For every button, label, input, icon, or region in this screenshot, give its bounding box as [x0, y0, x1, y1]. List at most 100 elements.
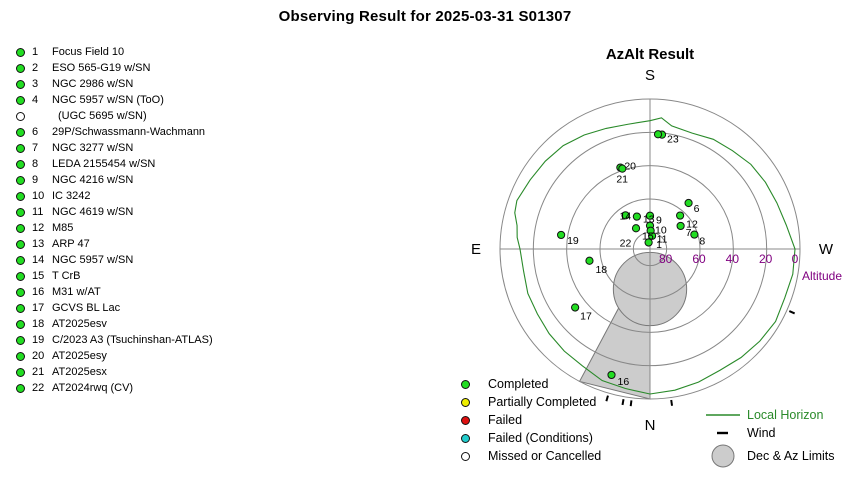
target-name: NGC 4216 w/SN [52, 174, 134, 186]
target-name: NGC 5957 w/SN [52, 254, 134, 266]
status-dot-icon [16, 319, 25, 329]
target-name: NGC 4619 w/SN [52, 206, 134, 218]
limit-circle-icon [706, 443, 740, 469]
target-number: 13 [32, 238, 45, 250]
status-dot-icon [16, 223, 25, 233]
target-list-item: 20 AT2025esy [16, 348, 213, 364]
target-list-item: (UGC 5695 w/SN) [16, 108, 213, 124]
target-number: 2 [32, 62, 39, 74]
target-number: 7 [32, 142, 39, 154]
target-point-label: 19 [567, 235, 579, 247]
legend-label: Missed or Cancelled [488, 449, 602, 463]
target-name: 29P/Schwassmann-Wachmann [52, 126, 206, 138]
status-dot-icon [16, 111, 25, 121]
legend-item-failed: Failed [458, 411, 601, 429]
target-number: 16 [32, 286, 45, 298]
chart-legend: Local Horizon Wind Dec & Az Limits [706, 406, 835, 470]
local-horizon [514, 117, 796, 395]
target-point-label: 14 [620, 210, 632, 222]
target-point [644, 238, 653, 247]
target-point-label: 10 [655, 225, 667, 237]
wind-mark [621, 399, 625, 406]
legend-wind-label: Wind [747, 426, 776, 440]
target-number: 17 [32, 302, 45, 314]
target-list-item: 3 NGC 2986 w/SN [16, 76, 213, 92]
target-point [653, 130, 663, 139]
target-number: 18 [32, 318, 45, 330]
cardinal-s: S [645, 67, 655, 84]
target-number: 21 [32, 366, 45, 378]
target-point [571, 303, 580, 312]
status-dot-icon [16, 303, 25, 313]
status-dot-icon [16, 287, 25, 297]
target-point [645, 211, 655, 220]
target-point [684, 198, 693, 208]
legend-dot-icon [461, 415, 470, 425]
target-point [631, 224, 641, 233]
target-name: NGC 3277 w/SN [52, 142, 134, 154]
target-name: LEDA 2155454 w/SN [52, 158, 156, 170]
target-number: 4 [32, 94, 39, 106]
target-number: 20 [32, 350, 45, 362]
wind-mark-icon [706, 431, 740, 435]
status-dot-icon [16, 143, 25, 153]
altitude-tick-label: 20 [759, 252, 773, 266]
target-list-item: 2 ESO 565-G19 w/SN [16, 60, 213, 76]
status-dot-icon [16, 335, 25, 345]
target-point-label: 21 [616, 174, 628, 186]
target-list-item: 14 NGC 5957 w/SN [16, 252, 213, 268]
legend-label: Failed [488, 413, 523, 427]
chart-title: AzAlt Result [606, 46, 694, 63]
target-list-item: 21 AT2025esx [16, 364, 213, 380]
target-number: 6 [32, 126, 39, 138]
legend-wind: Wind [706, 424, 835, 442]
status-dot-icon [16, 79, 25, 89]
altitude-tick-label: 0 [792, 252, 799, 266]
target-list-item: 9 NGC 4216 w/SN [16, 172, 213, 188]
target-name: M85 [52, 222, 74, 234]
legend-dot-icon [461, 451, 470, 461]
status-dot-icon [16, 159, 25, 169]
local-horizon-line [514, 117, 796, 395]
target-number: 19 [32, 334, 45, 346]
status-dot-icon [16, 95, 25, 105]
legend-local-horizon: Local Horizon [706, 406, 835, 424]
target-number: 12 [32, 222, 45, 234]
target-name: AT2025esx [52, 366, 107, 378]
status-dot-icon [16, 63, 25, 73]
target-list-item: 6 29P/Schwassmann-Wachmann [16, 124, 213, 140]
status-dot-icon [16, 367, 25, 377]
altitude-axis-label: Altitude [802, 269, 842, 283]
target-number: 9 [32, 174, 39, 186]
target-point-label: 23 [667, 134, 679, 146]
target-point-label: 16 [618, 376, 630, 388]
target-point-label: 22 [620, 237, 632, 249]
target-point [607, 370, 616, 380]
horizon-line-icon [706, 413, 740, 417]
target-list-item: 15 T CrB [16, 268, 213, 284]
target-point-label: 20 [624, 161, 636, 173]
cardinal-w: W [819, 241, 834, 258]
status-dot-icon [16, 175, 25, 185]
target-point [557, 230, 566, 240]
altitude-tick-label: 80 [659, 252, 673, 266]
target-name: IC 3242 [52, 190, 91, 202]
target-name: Focus Field 10 [52, 46, 125, 58]
target-name: AT2024rwq (CV) [52, 382, 134, 394]
target-point-label: 6 [694, 203, 700, 215]
status-dot-icon [16, 271, 25, 281]
wind-mark [670, 399, 674, 406]
altitude-tick-labels: 80 60 40 20 0 [659, 252, 799, 266]
cardinal-e: E [471, 241, 481, 258]
target-list-item: 19 C/2023 A3 (Tsuchinshan-ATLAS) [16, 332, 213, 348]
target-point-label: 11 [657, 234, 668, 246]
target-name: NGC 5957 w/SN (ToO) [52, 94, 164, 106]
status-dot-icon [16, 191, 25, 201]
target-point-label: 1 [656, 239, 662, 251]
target-list-item: 12 M85 [16, 220, 213, 236]
legend-item-failed-conditions: Failed (Conditions) [458, 429, 601, 447]
target-point-label: 17 [580, 310, 592, 322]
wind-marks [605, 310, 796, 407]
cardinal-n: N [645, 417, 656, 434]
